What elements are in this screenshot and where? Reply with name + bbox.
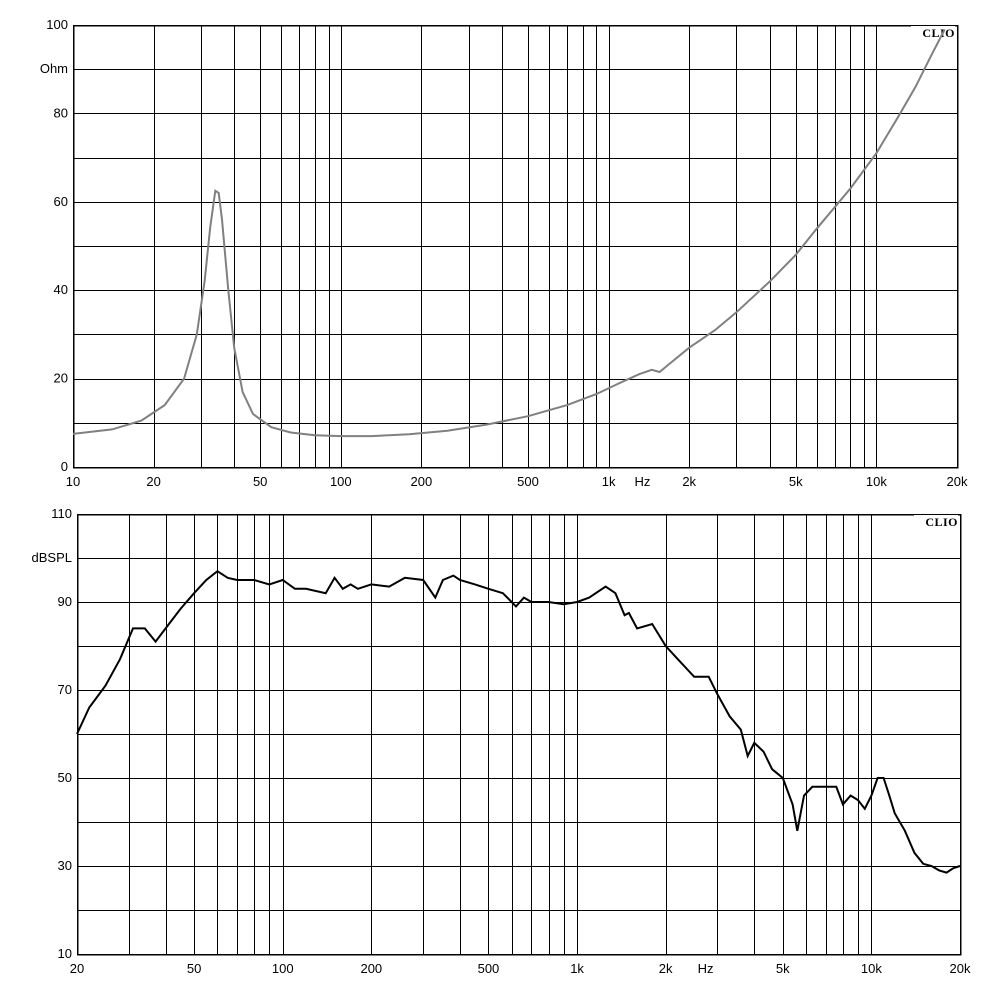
x-tick-label: 5k: [776, 961, 790, 976]
x-tick-label: 20: [70, 961, 84, 976]
x-tick-label: 100: [272, 961, 294, 976]
x-tick-label: 20k: [950, 961, 971, 976]
x-tick-label: 10k: [866, 474, 887, 489]
impedance-chart: 0 20 40 60 80 100 Ohm 10 20 50 100 200 500 1k 2k 5k 10k 2…: [40, 17, 968, 489]
x-tick-label: 5k: [789, 474, 803, 489]
y-axis-label: Ohm: [40, 61, 68, 76]
x-tick-label: 500: [478, 961, 500, 976]
x-tick-label: 50: [253, 474, 267, 489]
spl-chart: 10 30 50 70 90 110 dBSPL 20 50 100 200 500 1k 2k 5k 10k…: [32, 506, 971, 976]
y-tick-label: 40: [54, 282, 68, 297]
clio-logo: CLIO: [922, 26, 955, 40]
y-tick-label: 80: [54, 105, 68, 120]
x-tick-label: 2k: [682, 474, 696, 489]
x-axis-label: Hz: [635, 474, 651, 489]
x-tick-label: 2k: [659, 961, 673, 976]
x-tick-label: 200: [411, 474, 433, 489]
brand-backdrop: [914, 515, 958, 528]
y-tick-label: 0: [61, 459, 68, 474]
y-tick-label: 90: [58, 594, 72, 609]
y-tick-label: 60: [54, 194, 68, 209]
x-tick-label: 50: [187, 961, 201, 976]
y-tick-label: 70: [58, 682, 72, 697]
plot-frame: [76, 513, 962, 956]
x-tick-label: 20: [146, 474, 160, 489]
x-tick-label: 100: [330, 474, 352, 489]
x-tick-label: 500: [517, 474, 539, 489]
y-tick-label: 30: [58, 858, 72, 873]
y-tick-label: 110: [51, 506, 72, 521]
x-tick-label: 200: [360, 961, 382, 976]
x-tick-label: 10k: [861, 961, 882, 976]
x-tick-label: 1k: [570, 961, 584, 976]
plot-frame: [72, 24, 959, 469]
y-tick-label: 50: [58, 770, 72, 785]
x-tick-label: 10: [66, 474, 80, 489]
x-axis-label: Hz: [698, 961, 714, 976]
y-axis-label: dBSPL: [32, 550, 72, 565]
y-tick-label: 10: [58, 946, 72, 961]
spl-curve: [76, 569, 961, 874]
clio-logo: CLIO: [925, 515, 958, 529]
x-tick-label: 20k: [947, 474, 968, 489]
x-tick-label: 1k: [602, 474, 616, 489]
y-tick-label: 20: [54, 371, 68, 386]
impedance-curve: [72, 28, 946, 438]
y-tick-label: 100: [46, 17, 68, 32]
